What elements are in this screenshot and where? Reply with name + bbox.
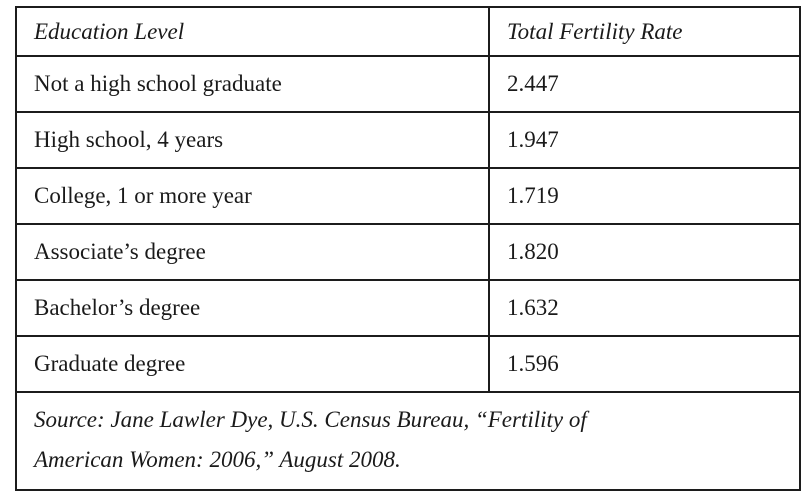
education-level-cell: Not a high school graduate bbox=[34, 71, 282, 97]
table-row: Associate’s degree 1.820 bbox=[17, 223, 799, 279]
table-row: Graduate degree 1.596 bbox=[17, 335, 799, 391]
table-row: High school, 4 years 1.947 bbox=[17, 111, 799, 167]
fertility-rate-cell: 1.596 bbox=[488, 337, 799, 391]
education-level-cell: College, 1 or more year bbox=[34, 183, 252, 209]
education-level-cell: High school, 4 years bbox=[34, 127, 224, 153]
fertility-rate-cell: 1.820 bbox=[488, 225, 799, 279]
education-level-cell: Bachelor’s degree bbox=[34, 295, 201, 321]
table-row: Bachelor’s degree 1.632 bbox=[17, 279, 799, 335]
fertility-rate-cell: 2.447 bbox=[488, 57, 799, 111]
column-header-total-fertility-rate: Total Fertility Rate bbox=[488, 8, 799, 55]
education-level-cell: Graduate degree bbox=[34, 351, 186, 377]
fertility-rate-table: Education Level Total Fertility Rate Not… bbox=[15, 6, 801, 491]
column-header-education-level: Education Level bbox=[34, 18, 185, 44]
education-level-cell: Associate’s degree bbox=[34, 239, 206, 265]
table-row: Not a high school graduate 2.447 bbox=[17, 55, 799, 111]
source-citation-line-1: Source: Jane Lawler Dye, U.S. Census Bur… bbox=[34, 407, 587, 432]
fertility-rate-cell: 1.947 bbox=[488, 113, 799, 167]
source-citation-row: Source: Jane Lawler Dye, U.S. Census Bur… bbox=[17, 391, 799, 489]
fertility-rate-cell: 1.719 bbox=[488, 169, 799, 223]
table-row: College, 1 or more year 1.719 bbox=[17, 167, 799, 223]
table-header-row: Education Level Total Fertility Rate bbox=[17, 8, 799, 55]
fertility-rate-cell: 1.632 bbox=[488, 281, 799, 335]
source-citation-line-2: American Women: 2006,” August 2008. bbox=[34, 447, 401, 472]
